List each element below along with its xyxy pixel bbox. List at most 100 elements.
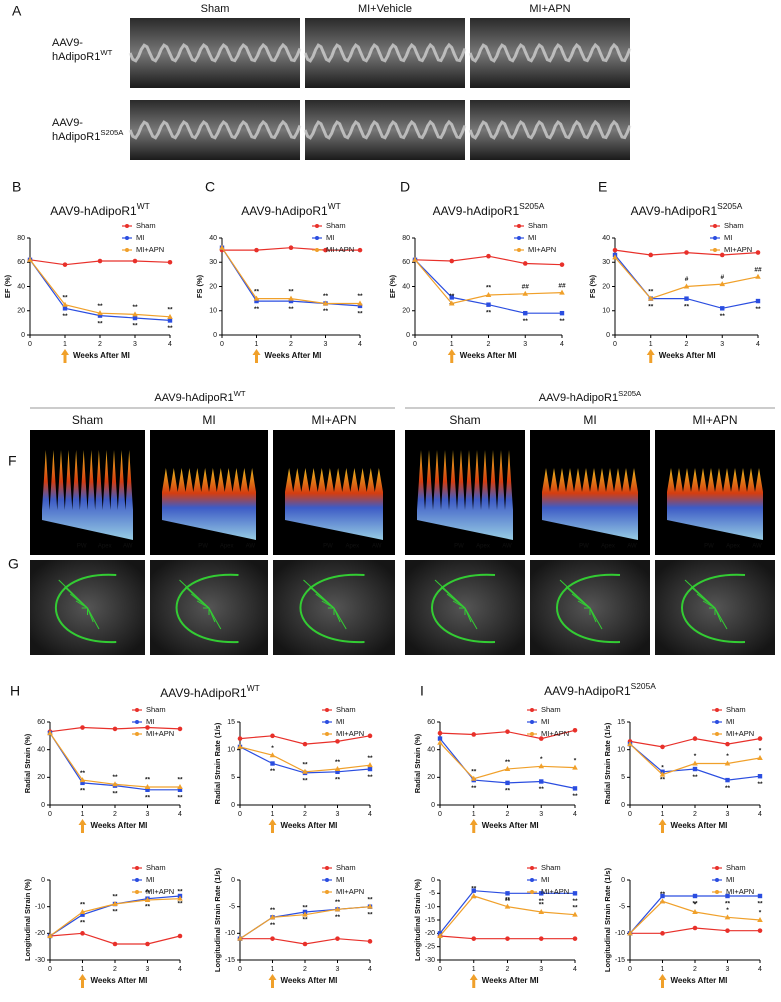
legend-label: Sham xyxy=(136,221,156,230)
significance-mark: ** xyxy=(62,313,68,320)
data-point xyxy=(660,893,665,899)
x-tick-label: 2 xyxy=(506,811,510,818)
panel-title-base: AAV9-hAdipoR1 xyxy=(160,686,247,700)
x-axis-label: Weeks After MI xyxy=(281,976,338,985)
group-header: AAV9-hAdipoR1S205A xyxy=(539,389,642,404)
x-tick-label: 3 xyxy=(324,341,328,348)
y-tick-label: -15 xyxy=(225,957,235,964)
significance-mark: ** xyxy=(660,901,666,908)
chart-title-base: AAV9-hAdipoR1 xyxy=(241,204,328,218)
x-tick-label: 1 xyxy=(472,966,476,973)
chart-title: AAV9-hAdipoR1S205A xyxy=(433,201,545,218)
data-point xyxy=(437,736,443,741)
significance-mark: ** xyxy=(80,770,86,777)
data-point xyxy=(684,296,689,301)
surface-axis-label: PW xyxy=(454,544,464,550)
x-tick-label: 1 xyxy=(271,966,275,973)
legend-label: MI xyxy=(136,233,144,242)
significance-mark: ** xyxy=(523,318,529,325)
data-point xyxy=(471,888,476,893)
significance-mark: ** xyxy=(270,922,276,929)
legend-marker xyxy=(713,236,717,240)
data-point xyxy=(144,784,151,790)
y-tick-label: 0 xyxy=(213,332,217,339)
x-tick-label: 2 xyxy=(289,341,293,348)
panel-letter: A xyxy=(12,3,22,19)
significance-mark: ** xyxy=(177,777,183,784)
significance-mark: ** xyxy=(357,311,363,318)
y-tick-label: 40 xyxy=(209,235,217,242)
surface-axis-label: AW xyxy=(502,544,512,550)
strain-vector xyxy=(87,607,100,630)
y-tick-label: 0 xyxy=(621,802,625,809)
y-tick-label: 10 xyxy=(227,747,235,754)
legend-label: MI+APN xyxy=(528,245,556,254)
y-tick-label: 0 xyxy=(231,802,235,809)
data-point xyxy=(112,726,118,732)
significance-mark: * xyxy=(694,753,697,760)
data-point xyxy=(757,754,763,760)
significance-mark: ** xyxy=(323,293,329,300)
data-point xyxy=(112,901,118,906)
significance-mark: ** xyxy=(559,318,565,325)
x-tick-label: 4 xyxy=(758,811,762,818)
y-tick-label: -30 xyxy=(425,957,435,964)
data-point xyxy=(719,252,725,258)
data-point xyxy=(612,247,618,253)
data-point xyxy=(559,310,565,316)
time-arrow xyxy=(658,819,667,833)
data-point xyxy=(97,258,103,264)
row-label: AAV9- xyxy=(52,37,83,49)
significance-mark: ** xyxy=(270,907,276,914)
data-point xyxy=(254,298,259,304)
data-point xyxy=(486,302,491,307)
y-tick-label: -5 xyxy=(429,890,435,897)
legend-marker xyxy=(315,224,319,228)
data-point xyxy=(412,256,418,262)
panel-title-base: AAV9-hAdipoR1 xyxy=(544,684,631,698)
chart-title: AAV9-hAdipoR1S205A xyxy=(631,201,743,218)
strain-vector xyxy=(321,600,335,609)
y-tick-label: 60 xyxy=(17,259,25,266)
data-point xyxy=(486,253,491,259)
significance-mark: ** xyxy=(505,898,511,905)
surface-axis-label: Apex xyxy=(726,544,740,550)
panel-letter: B xyxy=(12,179,21,195)
significance-mark: ** xyxy=(112,894,118,901)
y-tick-label: 20 xyxy=(37,774,45,781)
data-point xyxy=(237,736,243,741)
chart-title-sup: S205A xyxy=(717,201,743,211)
data-point xyxy=(538,936,544,941)
x-tick-label: 2 xyxy=(506,966,510,973)
y-tick-label: 5 xyxy=(231,774,235,781)
legend-marker xyxy=(315,248,319,252)
data-point xyxy=(471,732,477,737)
data-point xyxy=(167,313,173,319)
data-point xyxy=(572,911,578,917)
data-point xyxy=(504,903,511,909)
significance-mark: ** xyxy=(167,325,173,332)
data-point xyxy=(572,728,578,733)
echo-wall-trace xyxy=(468,119,632,140)
legend-marker xyxy=(713,248,717,252)
x-tick-label: 1 xyxy=(661,966,665,973)
x-tick-label: 1 xyxy=(661,811,665,818)
data-point xyxy=(757,928,763,933)
y-tick-label: 20 xyxy=(209,283,217,290)
data-point xyxy=(539,779,544,784)
data-point xyxy=(367,939,373,944)
y-axis-label: Radial Strain (%) xyxy=(23,733,32,793)
legend-marker xyxy=(325,890,329,894)
significance-mark: ** xyxy=(725,785,731,792)
row-label: AAV9- xyxy=(52,117,83,129)
x-tick-label: 3 xyxy=(336,966,340,973)
surface-axis-label: PW xyxy=(704,544,714,550)
significance-mark: ** xyxy=(572,793,578,800)
significance-mark: ** xyxy=(177,795,183,802)
data-point xyxy=(692,766,698,772)
x-tick-label: 4 xyxy=(573,966,577,973)
x-tick-label: 2 xyxy=(693,966,697,973)
x-tick-label: 4 xyxy=(573,811,577,818)
legend-marker xyxy=(517,236,521,240)
panel-letter: H xyxy=(10,683,20,699)
